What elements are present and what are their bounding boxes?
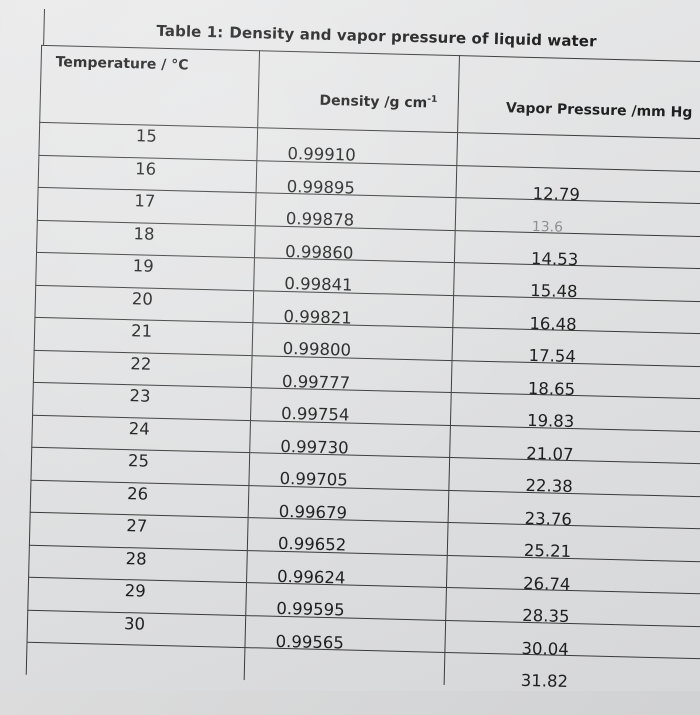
cell-density-value: 0.99595 — [276, 599, 345, 620]
cell-temperature: 24 — [31, 414, 251, 453]
cell-density: 0.99705 — [248, 452, 450, 491]
cell-vapor-pressure-value: 16.48 — [529, 313, 577, 334]
table-title: Table 1: Density and vapor pressure of li… — [156, 22, 597, 51]
header-density-label: Density /g cm-1 — [299, 82, 438, 112]
cell-temperature: 29 — [27, 577, 247, 616]
cell-temperature-value: 16 — [134, 159, 157, 179]
cell-temperature: 25 — [30, 447, 250, 486]
cell-vapor-pressure-value: 25.21 — [523, 541, 572, 562]
cell-empty — [244, 647, 445, 685]
cell-vapor-pressure-value: 17.54 — [528, 346, 577, 367]
cell-density-value: 0.99841 — [284, 274, 353, 295]
header-vapor-pressure: Vapor Pressure /mm Hg — [457, 55, 700, 140]
table-container: Table 1: Density and vapor pressure of li… — [0, 8, 700, 715]
cell-density: 0.99679 — [248, 485, 449, 523]
cell-density-value: 0.99705 — [279, 469, 349, 490]
data-table: Temperature / °C Density /g cm-1 Vapor P… — [26, 45, 700, 691]
cell-vapor-pressure-value: 31.82 — [520, 671, 569, 692]
cell-vapor-pressure-value: 19.83 — [526, 411, 575, 432]
cell-vapor-pressure-value: 23.76 — [524, 508, 573, 529]
cell-vapor-pressure-value: 26.74 — [522, 573, 571, 594]
cell-density: 0.99754 — [250, 387, 452, 426]
cell-temperature-value: 23 — [129, 386, 151, 406]
cell-density-value: 0.99878 — [285, 209, 355, 230]
cell-temperature: 16 — [38, 154, 257, 193]
cell-temperature-value: 19 — [132, 256, 154, 276]
cell-vapor-pressure-value: 21.07 — [526, 443, 574, 464]
cell-density: 0.99910 — [256, 127, 458, 166]
cell-density: 0.99652 — [247, 517, 449, 555]
cell-temperature-value: 26 — [126, 483, 149, 504]
cell-temperature-value: 15 — [135, 126, 158, 147]
cell-vapor-pressure-value: 15.48 — [530, 281, 578, 302]
cell-empty — [26, 642, 245, 680]
cell-vapor-pressure-value: 18.65 — [527, 378, 576, 399]
cell-temperature-value: 22 — [130, 353, 152, 374]
cell-temperature: 28 — [28, 544, 248, 583]
header-density: Density /g cm-1 — [257, 50, 460, 133]
cell-vapor-pressure-value: 13.6 — [531, 219, 564, 236]
cell-temperature: 15 — [38, 122, 258, 161]
cell-density-value: 0.99800 — [282, 339, 352, 360]
table-body: 15 0.99910 16 0.99895 12.79 17 0.99878 13.6 18 0.… — [26, 122, 700, 692]
cell-density-value: 0.99860 — [284, 241, 354, 263]
cell-vapor-pressure-value: 14.53 — [530, 248, 579, 269]
cell-density: 0.99624 — [246, 550, 448, 588]
cell-temperature-value: 30 — [123, 613, 146, 634]
cell-density: 0.99841 — [253, 257, 455, 296]
cell-density: 0.99860 — [254, 225, 456, 263]
header-density-text: Density /g cm — [319, 92, 428, 112]
cell-temperature: 19 — [35, 252, 255, 291]
cell-density: 0.99878 — [255, 192, 457, 231]
cell-density: 0.99821 — [252, 290, 454, 328]
cell-density: 0.99730 — [249, 420, 451, 458]
cell-density-value: 0.99730 — [280, 436, 349, 458]
cell-temperature-value: 20 — [131, 288, 154, 309]
cell-vapor-pressure-value: 30.04 — [521, 638, 569, 659]
cell-temperature: 20 — [34, 284, 254, 323]
cell-temperature-value: 27 — [126, 516, 148, 536]
cell-density-value: 0.99777 — [281, 371, 351, 393]
cell-vapor-pressure-value: 28.35 — [522, 606, 570, 627]
cell-temperature: 30 — [27, 609, 246, 648]
cell-temperature: 18 — [36, 219, 256, 258]
cell-temperature: 21 — [34, 317, 253, 356]
cell-temperature-value: 17 — [134, 191, 156, 212]
cell-density-value: 0.99624 — [276, 566, 346, 588]
cell-temperature: 17 — [37, 187, 257, 226]
cell-density-value: 0.99910 — [287, 144, 356, 165]
cell-density: 0.99565 — [244, 615, 446, 653]
header-temperature: Temperature / °C — [39, 45, 260, 128]
header-density-exponent: -1 — [427, 94, 438, 105]
cell-density: 0.99777 — [251, 355, 453, 393]
cell-temperature-value: 18 — [133, 223, 155, 244]
header-temperature-label: Temperature / °C — [55, 54, 189, 74]
cell-density: 0.99895 — [256, 160, 457, 198]
cell-density-value: 0.99895 — [286, 176, 356, 198]
cell-density: 0.99595 — [245, 582, 447, 620]
table-title-prefix: Table 1: — [156, 21, 224, 42]
cell-density-value: 0.99565 — [275, 631, 345, 653]
cell-temperature: 22 — [33, 349, 253, 388]
table-title-text: Density and vapor pressure of liquid wat… — [229, 23, 597, 51]
cell-density-value: 0.99821 — [283, 306, 353, 328]
cell-temperature: 23 — [32, 382, 252, 421]
cell-vapor-pressure: 31.82 — [444, 652, 700, 692]
paper-sheet: Table 1: Density and vapor pressure of li… — [0, 0, 700, 691]
header-vapor-pressure-label: Vapor Pressure /mm Hg — [505, 100, 693, 121]
cell-vapor-pressure-value: 12.79 — [532, 183, 581, 204]
cell-density-value: 0.99679 — [278, 501, 348, 523]
cell-temperature-value: 21 — [130, 321, 153, 341]
cell-temperature-value: 25 — [127, 451, 150, 471]
cell-temperature: 27 — [29, 512, 249, 551]
cell-vapor-pressure-value: 22.38 — [525, 476, 573, 497]
cell-temperature-value: 24 — [128, 418, 150, 439]
cell-temperature-value: 29 — [124, 581, 147, 601]
cell-temperature-value: 28 — [125, 548, 147, 569]
cell-density-value: 0.99754 — [280, 404, 350, 425]
cell-density-value: 0.99652 — [277, 534, 347, 555]
cell-temperature: 26 — [30, 479, 249, 518]
cell-density: 0.99800 — [252, 322, 453, 361]
